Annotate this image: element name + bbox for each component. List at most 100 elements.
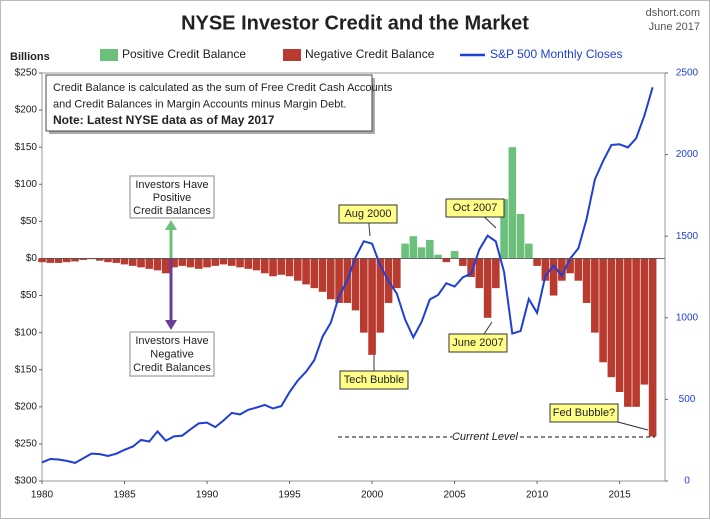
negative-box xyxy=(129,331,215,377)
bar xyxy=(145,258,154,269)
note-line: Note: Latest NYSE data as of May 2017 xyxy=(53,113,275,127)
chart-title: NYSE Investor Credit and the Market xyxy=(181,12,529,34)
bar xyxy=(137,258,145,268)
bar xyxy=(483,258,492,318)
source: dshort.com xyxy=(646,7,700,19)
legend-label: S&P 500 Monthly Closes xyxy=(490,47,623,61)
y2-tick-label: 0 xyxy=(684,476,690,487)
bar xyxy=(302,258,310,285)
source-date: June 2017 xyxy=(649,21,700,33)
positive-note: Credit Balances xyxy=(133,205,211,217)
y-tick-label: $0 xyxy=(26,253,38,264)
bar xyxy=(624,258,632,407)
bar xyxy=(533,258,541,266)
y2-tick-label: 2500 xyxy=(676,68,699,79)
bar xyxy=(591,258,599,333)
bar xyxy=(409,236,418,259)
bar xyxy=(153,258,162,271)
callout-label: Aug 2000 xyxy=(344,208,391,220)
y2-tick-label: 1000 xyxy=(676,312,699,323)
y-tick-label: $50 xyxy=(20,216,37,227)
bar xyxy=(426,239,434,259)
callout-box xyxy=(339,370,409,390)
bar xyxy=(401,243,409,259)
positive-note: Investors Have xyxy=(135,179,208,191)
callout-box xyxy=(549,403,619,423)
bar xyxy=(227,258,236,266)
bar xyxy=(120,258,129,265)
x-tick-label: 2015 xyxy=(608,490,631,501)
bar xyxy=(170,258,178,268)
callout-label: Tech Bubble xyxy=(344,374,405,386)
current-level-bg xyxy=(452,430,518,444)
bar xyxy=(310,258,319,289)
y-tick-label: $100 xyxy=(15,327,38,338)
y-tick-label: $300 xyxy=(15,476,38,487)
bar xyxy=(500,199,508,259)
negative-note: Negative xyxy=(150,348,193,360)
bar xyxy=(574,258,583,281)
bar xyxy=(582,258,591,303)
bar xyxy=(558,258,566,281)
x-tick-label: 2010 xyxy=(526,490,549,501)
arrow-head xyxy=(165,320,177,330)
y-tick-label: $100 xyxy=(15,179,38,190)
y-axis-label: Billions xyxy=(10,51,50,63)
bar xyxy=(71,258,79,262)
bar xyxy=(252,258,261,271)
bar xyxy=(62,258,71,263)
y2-tick-label: 2000 xyxy=(676,149,699,160)
bar xyxy=(335,258,343,303)
bar xyxy=(161,258,170,274)
note-line: Credit Balance is calculated as the sum … xyxy=(53,82,393,94)
bar xyxy=(46,258,55,263)
arrow-head xyxy=(165,220,177,230)
bar xyxy=(194,258,203,269)
callout-box xyxy=(448,333,508,353)
x-tick-label: 1990 xyxy=(196,490,219,501)
bar xyxy=(599,258,607,363)
bar xyxy=(434,254,442,259)
bar xyxy=(178,258,187,266)
bar xyxy=(368,258,376,355)
bar xyxy=(211,258,220,266)
note-line: and Credit Balances in Margin Accounts m… xyxy=(53,98,346,110)
legend-swatch xyxy=(100,49,118,61)
negative-note: Investors Have xyxy=(135,335,208,347)
bar xyxy=(508,147,517,259)
legend-swatch xyxy=(283,49,301,61)
bar xyxy=(104,258,112,263)
bar xyxy=(285,258,294,277)
bar xyxy=(260,258,269,274)
bar xyxy=(294,258,302,281)
bar xyxy=(566,258,574,274)
bar xyxy=(318,258,327,292)
bar xyxy=(128,258,137,266)
bar xyxy=(492,258,500,289)
bar xyxy=(186,258,195,268)
bar xyxy=(459,258,467,266)
y-tick-label: $150 xyxy=(15,364,38,375)
callout-label: Oct 2007 xyxy=(453,202,498,214)
x-tick-label: 1995 xyxy=(278,490,301,501)
bar xyxy=(615,258,624,392)
x-tick-label: 2000 xyxy=(361,490,384,501)
bar xyxy=(327,258,335,300)
line xyxy=(41,87,654,464)
bar xyxy=(442,258,451,263)
y-tick-label: $50 xyxy=(20,290,37,301)
bar xyxy=(632,258,640,407)
x-tick-label: 2005 xyxy=(443,490,466,501)
bar xyxy=(95,258,104,261)
callout-box xyxy=(338,204,398,224)
legend-label: Positive Credit Balance xyxy=(122,47,246,61)
bar xyxy=(607,258,616,378)
bar xyxy=(525,243,533,259)
bar xyxy=(475,258,484,289)
bar xyxy=(467,258,475,277)
y-tick-label: $250 xyxy=(15,68,38,79)
bar xyxy=(38,258,46,263)
x-tick-label: 1985 xyxy=(113,490,136,501)
bar xyxy=(450,251,459,259)
